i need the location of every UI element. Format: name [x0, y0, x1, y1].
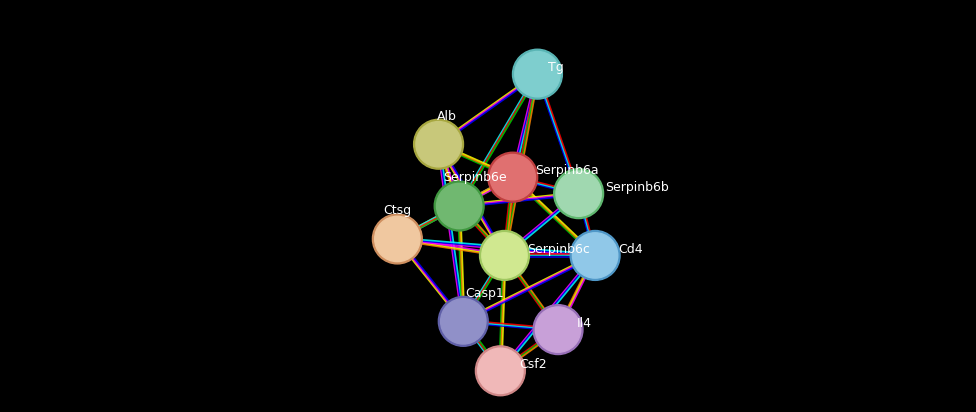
- Circle shape: [570, 231, 620, 280]
- Text: Serpinb6c: Serpinb6c: [527, 243, 590, 256]
- Circle shape: [440, 299, 486, 344]
- Circle shape: [573, 233, 618, 278]
- Text: Il4: Il4: [577, 317, 591, 330]
- Circle shape: [539, 310, 577, 349]
- Circle shape: [490, 154, 536, 200]
- Circle shape: [475, 346, 525, 396]
- Text: Serpinb6a: Serpinb6a: [536, 164, 599, 178]
- Circle shape: [375, 216, 420, 262]
- Text: Tg: Tg: [548, 61, 563, 75]
- Text: Csf2: Csf2: [519, 358, 547, 371]
- Circle shape: [436, 183, 482, 229]
- Circle shape: [576, 236, 614, 275]
- Circle shape: [440, 187, 478, 225]
- Circle shape: [559, 174, 598, 213]
- Circle shape: [438, 297, 488, 346]
- Text: Ctsg: Ctsg: [383, 204, 411, 218]
- Circle shape: [434, 181, 484, 231]
- Circle shape: [444, 302, 482, 341]
- Circle shape: [553, 169, 603, 218]
- Circle shape: [414, 119, 464, 169]
- Text: Serpinb6b: Serpinb6b: [605, 181, 670, 194]
- Circle shape: [416, 122, 462, 167]
- Circle shape: [481, 351, 519, 390]
- Circle shape: [512, 49, 562, 99]
- Circle shape: [536, 307, 581, 352]
- Circle shape: [482, 233, 527, 278]
- Circle shape: [494, 158, 532, 197]
- Circle shape: [373, 214, 423, 264]
- Circle shape: [514, 52, 560, 97]
- Circle shape: [518, 55, 556, 94]
- Circle shape: [485, 236, 524, 275]
- Text: Casp1: Casp1: [466, 287, 504, 300]
- Text: Alb: Alb: [436, 110, 457, 123]
- Text: Serpinb6e: Serpinb6e: [443, 171, 507, 185]
- Circle shape: [479, 231, 529, 280]
- Circle shape: [488, 152, 538, 202]
- Circle shape: [420, 125, 458, 164]
- Text: Cd4: Cd4: [618, 243, 642, 256]
- Circle shape: [378, 220, 417, 258]
- Circle shape: [556, 171, 601, 216]
- Circle shape: [533, 305, 583, 354]
- Circle shape: [477, 348, 523, 393]
